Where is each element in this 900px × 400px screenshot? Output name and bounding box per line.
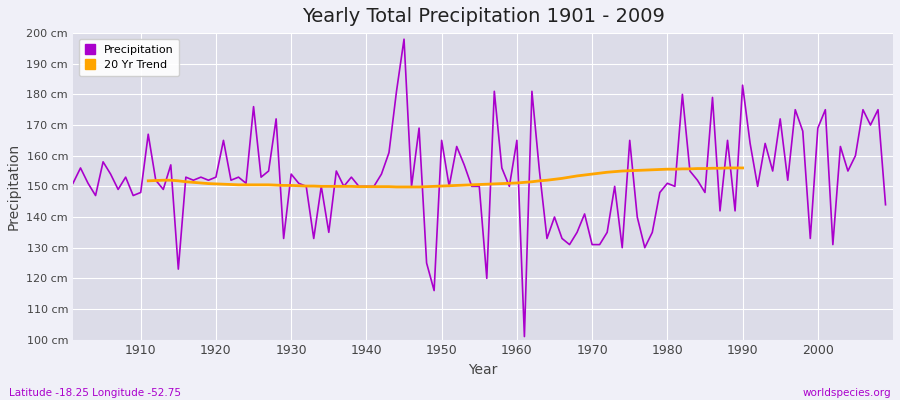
Y-axis label: Precipitation: Precipitation	[7, 143, 21, 230]
Title: Yearly Total Precipitation 1901 - 2009: Yearly Total Precipitation 1901 - 2009	[302, 7, 664, 26]
Text: worldspecies.org: worldspecies.org	[803, 388, 891, 398]
Text: Latitude -18.25 Longitude -52.75: Latitude -18.25 Longitude -52.75	[9, 388, 181, 398]
X-axis label: Year: Year	[468, 363, 498, 377]
Legend: Precipitation, 20 Yr Trend: Precipitation, 20 Yr Trend	[78, 39, 179, 76]
